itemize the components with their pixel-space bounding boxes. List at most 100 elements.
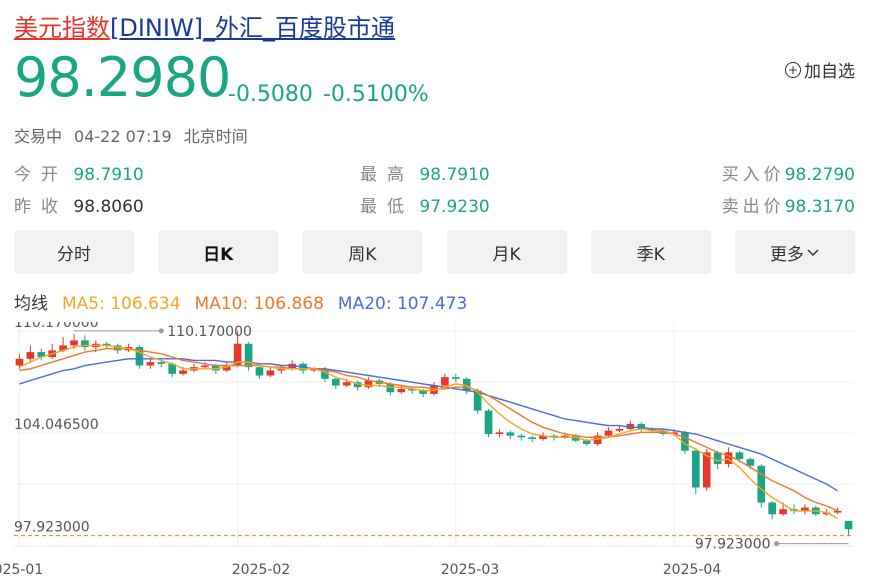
candle-body [801,507,809,511]
candle-body [604,430,613,436]
ma10-legend: MA10: 106.868 [194,294,324,314]
candle-body [615,428,624,431]
ma-legend: 均线 MA5: 106.634 MA10: 106.868 MA20: 107.473 [14,289,481,314]
candle-body [561,435,569,438]
candle-body [179,370,187,374]
candle-body [593,435,602,445]
tab-quarterly-k[interactable]: 季K [590,230,711,274]
candle-body [244,343,253,368]
ma-legend-label: 均线 [14,294,48,314]
candle-body [844,520,853,530]
tab-weekly-k[interactable]: 周K [302,230,423,274]
candle-body [113,345,122,351]
add-watchlist-button[interactable]: + 加自选 [785,57,855,82]
high-callout-label: 110.170000 [167,324,252,340]
candle-body [157,362,166,364]
stat-high: 最高 98.7910 [360,160,490,185]
change-percent: -0.5100% [322,82,429,107]
stat-high-value: 98.7910 [419,165,490,185]
candle-body [757,465,766,503]
stat-ask-label: 卖出价 [721,197,785,217]
candle-body [135,347,144,366]
stat-bid: 买入价98.2790 [722,160,855,185]
candle-body [288,363,296,369]
status-text: 交易中 [14,127,63,146]
x-tick-label: 2025-02 [232,562,291,578]
candle-body [81,340,89,348]
stat-low: 最低 97.9230 [360,192,490,217]
candle-body [572,435,580,441]
ma20-line [19,358,838,492]
candle-body [364,380,373,388]
candle-body [735,452,744,460]
page-title-suffix[interactable]: [DINIW]_外汇_百度股市通 [110,14,396,42]
candle-body [648,428,656,431]
candle-body [59,345,67,351]
tab-daily-k[interactable]: 日K [158,230,279,274]
candle-body [15,358,24,366]
candle-body [266,370,275,376]
stat-bid-label: 买入价 [721,165,785,185]
chevron-down-icon [807,249,819,257]
status-time: 04-22 07:19 [74,127,172,146]
candle-body [626,423,635,429]
price-change: -0.5080 -0.5100% [228,82,439,107]
ma20-legend: MA20: 107.473 [337,294,468,314]
y-tick-label: 97.923000 [14,520,90,536]
stat-ask-value: 98.3170 [784,197,855,217]
candle-body [517,435,526,438]
change-value: -0.5080 [228,82,313,107]
candle-body [353,382,362,388]
candle-body [746,459,755,466]
stat-open-label: 今开 [14,165,68,185]
candle-body [430,385,438,394]
stat-high-label: 最高 [360,165,414,185]
y-tick-label: 104.046500 [14,417,99,433]
high-callout-dot [158,328,164,334]
stat-open-value: 98.7910 [73,165,144,185]
stat-open: 今开 98.7910 [14,160,144,185]
stat-prev-close: 昨收 98.8060 [14,192,144,217]
candlestick-chart[interactable]: 110.170000 104.046500 97.923000 110.170000 9… [0,322,887,588]
candle-body [779,509,787,515]
candle-body [550,435,558,438]
candle-body [692,450,700,488]
x-tick-label: 2025-04 [663,562,722,578]
stat-prev-label: 昨收 [14,197,68,217]
candle-body [637,423,646,429]
candle-body [26,352,35,359]
ma10-line [19,348,838,512]
candle-body [484,410,493,434]
candle-body [582,440,591,445]
candle-body [102,343,111,346]
candle-body [146,362,155,366]
low-callout-dot [774,541,780,547]
candle-body [713,452,722,465]
page-title-prefix[interactable]: 美元指数 [14,14,110,42]
chart-period-tabs: 分时 日K 周K 月K 季K 更多 [14,230,855,274]
ma5-line [19,344,838,520]
candle-body [386,383,395,393]
stat-low-value: 97.9230 [419,197,490,217]
candle-body [201,365,209,368]
tab-monthly-k[interactable]: 月K [446,230,567,274]
candle-body [408,388,416,391]
tab-more-label: 更多 [769,244,804,265]
y-tick-label: 110.170000 [14,322,99,331]
candle-body [833,510,842,513]
tab-more[interactable]: 更多 [734,230,855,274]
candle-body [222,365,231,371]
candle-body [790,509,798,511]
plus-circle-icon: + [785,61,801,78]
candle-body [539,435,547,440]
candle-body [212,365,220,371]
stat-low-label: 最低 [360,197,414,217]
candle-body [310,368,318,371]
tab-intraday[interactable]: 分时 [14,230,134,274]
candle-body [528,437,536,440]
page-title[interactable]: 美元指数[DINIW]_外汇_百度股市通 [14,8,395,43]
candle-body [681,432,689,451]
candle-body [277,368,286,371]
x-tick-label: 2025-01 [0,562,43,578]
candle-body [397,388,406,393]
